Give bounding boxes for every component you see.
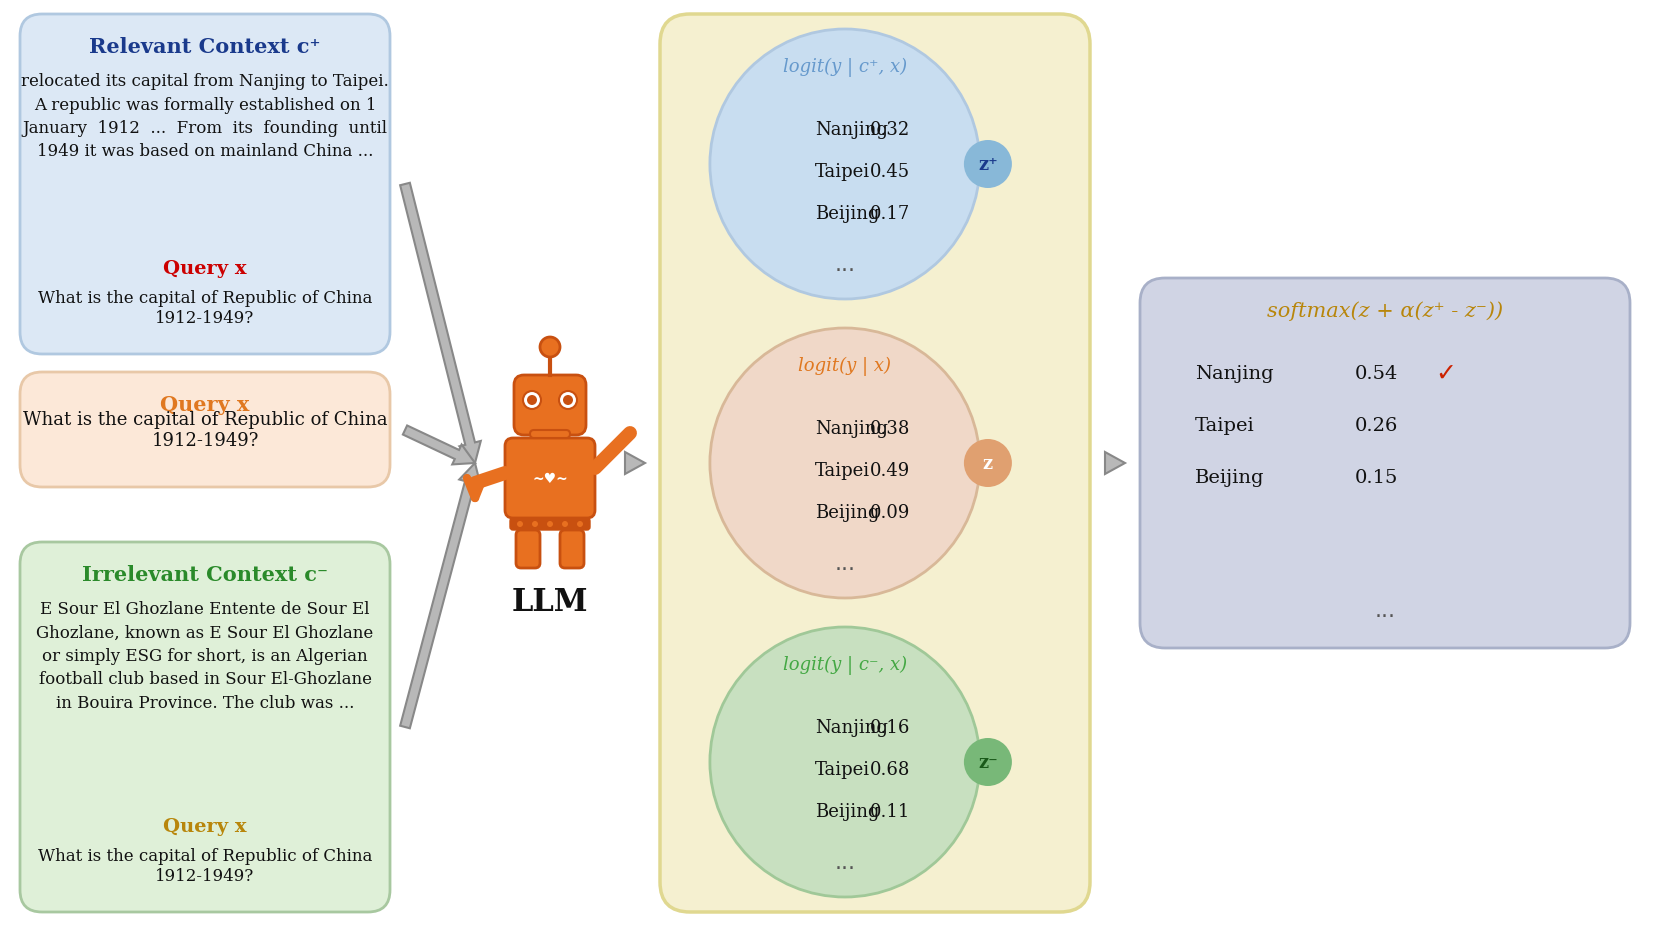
- FancyBboxPatch shape: [510, 518, 590, 530]
- FancyArrow shape: [1105, 452, 1124, 475]
- Text: 0.32: 0.32: [870, 121, 910, 139]
- FancyArrow shape: [400, 184, 480, 464]
- FancyBboxPatch shape: [20, 373, 390, 488]
- Circle shape: [963, 141, 1012, 189]
- Circle shape: [560, 391, 576, 410]
- Circle shape: [963, 439, 1012, 488]
- Circle shape: [546, 521, 553, 527]
- Text: ...: ...: [834, 553, 855, 574]
- Circle shape: [532, 521, 538, 527]
- Text: z⁺: z⁺: [978, 156, 998, 174]
- Text: Beijing: Beijing: [1194, 468, 1264, 487]
- Text: What is the capital of Republic of China
1912-1949?: What is the capital of Republic of China…: [38, 847, 372, 883]
- Text: logit(y | c⁻, x): logit(y | c⁻, x): [782, 655, 907, 675]
- Circle shape: [709, 329, 980, 598]
- Circle shape: [527, 396, 537, 406]
- Text: ~♥~: ~♥~: [532, 472, 568, 486]
- FancyBboxPatch shape: [659, 15, 1090, 912]
- Text: Taipei: Taipei: [816, 760, 870, 778]
- Text: 0.26: 0.26: [1355, 416, 1399, 435]
- FancyArrow shape: [404, 426, 475, 465]
- Text: Beijing: Beijing: [816, 205, 879, 222]
- FancyArrow shape: [400, 464, 480, 729]
- Text: 0.17: 0.17: [870, 205, 910, 222]
- Circle shape: [563, 396, 573, 406]
- Text: 0.45: 0.45: [870, 163, 910, 181]
- Circle shape: [523, 391, 541, 410]
- Text: z: z: [983, 454, 993, 473]
- Text: Query x: Query x: [161, 395, 249, 414]
- Text: 0.49: 0.49: [870, 462, 910, 479]
- Circle shape: [709, 30, 980, 299]
- Text: logit(y | x): logit(y | x): [799, 357, 892, 375]
- Text: Query x: Query x: [163, 817, 247, 835]
- Text: Nanjing: Nanjing: [1194, 364, 1274, 383]
- FancyBboxPatch shape: [505, 438, 595, 518]
- FancyArrow shape: [625, 452, 644, 475]
- Text: Beijing: Beijing: [816, 503, 879, 521]
- FancyBboxPatch shape: [530, 430, 570, 438]
- FancyBboxPatch shape: [560, 530, 585, 568]
- Text: Nanjing: Nanjing: [816, 121, 889, 139]
- Text: 0.68: 0.68: [869, 760, 910, 778]
- Text: Irrelevant Context c⁻: Irrelevant Context c⁻: [81, 565, 327, 584]
- Text: Taipei: Taipei: [816, 462, 870, 479]
- FancyBboxPatch shape: [517, 530, 540, 568]
- Circle shape: [576, 521, 583, 527]
- FancyBboxPatch shape: [513, 375, 586, 436]
- Circle shape: [709, 628, 980, 897]
- Text: z⁻: z⁻: [978, 753, 998, 771]
- Text: Nanjing: Nanjing: [816, 420, 889, 438]
- Text: ...: ...: [834, 852, 855, 872]
- FancyBboxPatch shape: [20, 15, 390, 355]
- Text: ...: ...: [834, 255, 855, 274]
- Circle shape: [517, 521, 523, 527]
- Text: softmax(z + α(z⁺ - z⁻)): softmax(z + α(z⁺ - z⁻)): [1267, 300, 1503, 321]
- FancyBboxPatch shape: [1139, 279, 1629, 648]
- Text: Relevant Context c⁺: Relevant Context c⁺: [90, 37, 321, 57]
- Text: 0.09: 0.09: [869, 503, 910, 521]
- Text: 0.15: 0.15: [1355, 468, 1399, 487]
- Text: Query x: Query x: [163, 260, 247, 278]
- Text: 0.38: 0.38: [869, 420, 910, 438]
- Text: ...: ...: [1375, 601, 1395, 620]
- Text: Beijing: Beijing: [816, 802, 879, 820]
- Text: Taipei: Taipei: [1194, 416, 1254, 435]
- Text: What is the capital of Republic of China
1912-1949?: What is the capital of Republic of China…: [23, 411, 387, 450]
- Text: E Sour El Ghozlane Entente de Sour El
Ghozlane, known as E Sour El Ghozlane
or s: E Sour El Ghozlane Entente de Sour El Gh…: [37, 601, 374, 711]
- Text: LLM: LLM: [512, 587, 588, 617]
- Text: ✓: ✓: [1435, 362, 1457, 386]
- Text: 0.54: 0.54: [1355, 364, 1399, 383]
- FancyBboxPatch shape: [20, 542, 390, 912]
- Text: Nanjing: Nanjing: [816, 718, 889, 736]
- Text: logit(y | c⁺, x): logit(y | c⁺, x): [782, 57, 907, 77]
- Circle shape: [963, 738, 1012, 786]
- Text: Taipei: Taipei: [816, 163, 870, 181]
- Text: 0.16: 0.16: [869, 718, 910, 736]
- Text: What is the capital of Republic of China
1912-1949?: What is the capital of Republic of China…: [38, 289, 372, 326]
- Circle shape: [561, 521, 568, 527]
- Text: 0.11: 0.11: [869, 802, 910, 820]
- Circle shape: [540, 337, 560, 358]
- Text: relocated its capital from Nanjing to Taipei.
A republic was formally establishe: relocated its capital from Nanjing to Ta…: [22, 73, 389, 160]
